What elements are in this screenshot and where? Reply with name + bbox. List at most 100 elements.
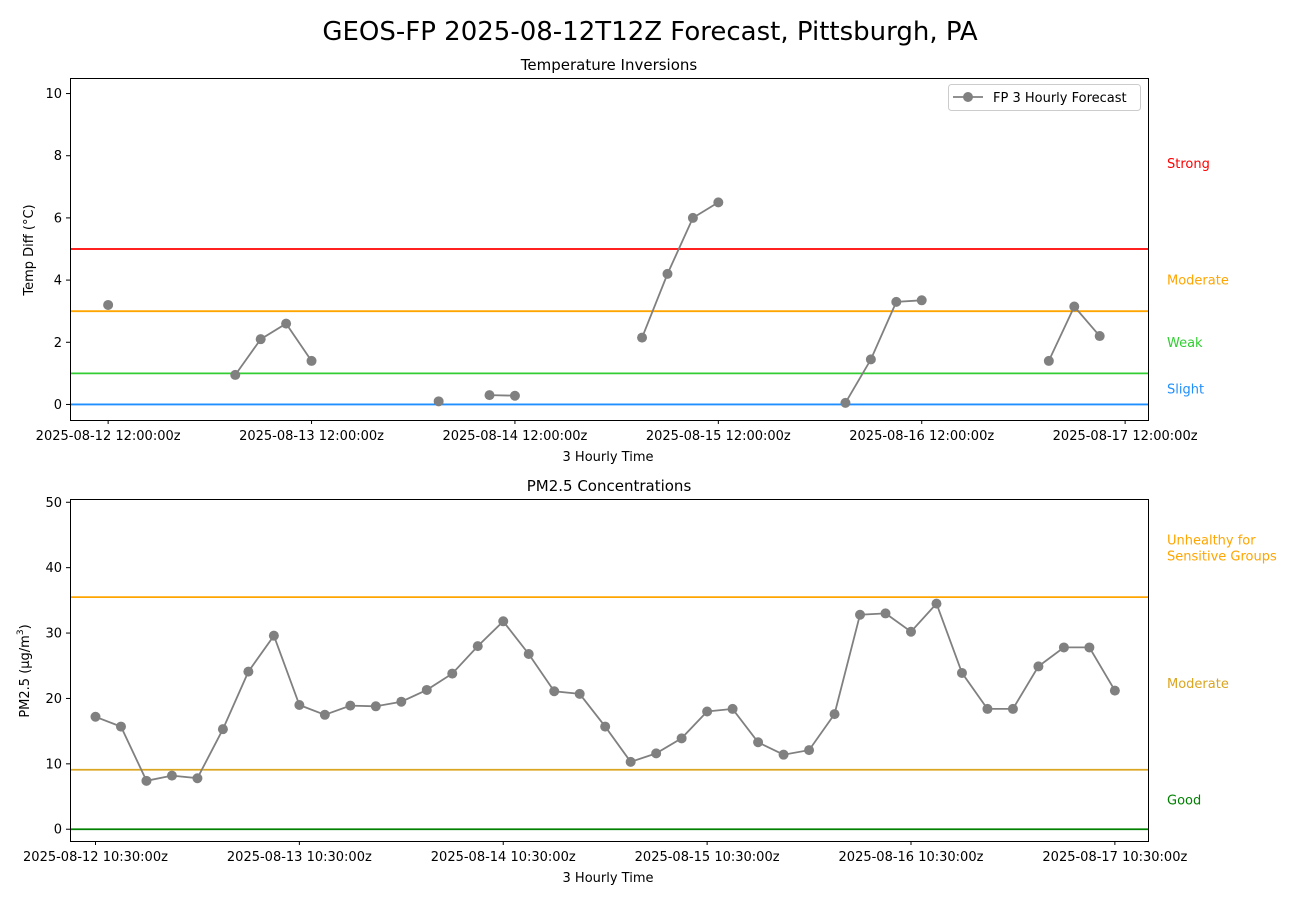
data-point bbox=[396, 696, 407, 707]
pm25-x-axis-label: 3 Hourly Time bbox=[563, 871, 654, 886]
pm25-y-axis-label: PM2.5 (μg/m3) bbox=[16, 624, 33, 717]
data-point bbox=[549, 686, 560, 697]
data-point bbox=[662, 268, 673, 279]
data-point bbox=[687, 212, 698, 223]
data-point bbox=[509, 390, 520, 401]
data-point bbox=[484, 390, 495, 401]
figure-title: GEOS-FP 2025-08-12T12Z Forecast, Pittsbu… bbox=[322, 17, 978, 47]
series-line bbox=[641, 201, 719, 338]
band-label: Weak bbox=[1167, 336, 1203, 351]
temperature-legend: FP 3 Hourly Forecast bbox=[948, 84, 1141, 111]
data-point bbox=[370, 701, 381, 712]
y-tick-label: 40 bbox=[45, 561, 62, 576]
series-line bbox=[234, 322, 313, 376]
data-point bbox=[1033, 661, 1044, 672]
y-tick-label: 8 bbox=[54, 149, 62, 164]
data-point bbox=[891, 296, 902, 307]
temperature-y-axis-label: Temp Diff (°C) bbox=[22, 204, 37, 296]
legend-marker-icon bbox=[963, 92, 973, 102]
x-tick-label: 2025-08-17 12:00:00z bbox=[1053, 429, 1198, 444]
band-label: Slight bbox=[1167, 382, 1204, 397]
data-point bbox=[115, 721, 126, 732]
data-point bbox=[103, 299, 114, 310]
x-tick-label: 2025-08-14 10:30:00z bbox=[431, 850, 576, 865]
data-point bbox=[192, 773, 203, 784]
data-point bbox=[1007, 703, 1018, 714]
series-line bbox=[1047, 304, 1101, 362]
y-tick-label: 50 bbox=[45, 496, 62, 511]
band-label: Moderate bbox=[1167, 274, 1229, 289]
x-tick-label: 2025-08-16 12:00:00z bbox=[849, 429, 994, 444]
y-tick-label: 10 bbox=[45, 757, 62, 772]
data-point bbox=[905, 626, 916, 637]
band-label-line: Sensitive Groups bbox=[1167, 550, 1277, 565]
y-tick-label: 0 bbox=[54, 823, 62, 838]
data-point bbox=[702, 706, 713, 717]
data-point bbox=[230, 369, 241, 380]
legend-box bbox=[948, 84, 1141, 111]
data-point bbox=[141, 775, 152, 786]
data-point bbox=[1109, 685, 1120, 696]
series-line bbox=[95, 601, 1116, 782]
x-tick-label: 2025-08-13 10:30:00z bbox=[227, 850, 372, 865]
data-point bbox=[166, 770, 177, 781]
band-label: Moderate bbox=[1167, 677, 1229, 692]
data-point bbox=[319, 709, 330, 720]
y-tick-label: 4 bbox=[54, 274, 62, 289]
temperature-axes-frame bbox=[70, 78, 1149, 421]
data-point bbox=[1069, 301, 1080, 312]
data-point bbox=[447, 668, 458, 679]
y-tick-label: 20 bbox=[45, 692, 62, 707]
data-point bbox=[255, 334, 266, 345]
data-point bbox=[574, 688, 585, 699]
x-tick-label: 2025-08-15 12:00:00z bbox=[646, 429, 791, 444]
data-point bbox=[778, 749, 789, 760]
data-point bbox=[90, 711, 101, 722]
data-point bbox=[217, 724, 228, 735]
x-tick-label: 2025-08-14 12:00:00z bbox=[442, 429, 587, 444]
data-point bbox=[433, 396, 444, 407]
x-tick-label: 2025-08-12 10:30:00z bbox=[23, 850, 168, 865]
data-point bbox=[1058, 642, 1069, 653]
data-point bbox=[804, 745, 815, 756]
data-point bbox=[472, 641, 483, 652]
pm25-plot-area: 0 10 20 30 40 50 2025-08-12 10:30:00z 2025-08-1… bbox=[23, 496, 1277, 865]
data-point bbox=[498, 616, 509, 627]
data-point bbox=[345, 700, 356, 711]
data-point bbox=[1084, 642, 1095, 653]
data-point bbox=[268, 630, 279, 641]
data-point bbox=[676, 733, 687, 744]
data-point bbox=[713, 197, 724, 208]
y-tick-label: 30 bbox=[45, 627, 62, 642]
y-tick-label: 10 bbox=[45, 87, 62, 102]
data-point bbox=[651, 748, 662, 759]
x-tick-label: 2025-08-15 10:30:00z bbox=[635, 850, 780, 865]
temperature-panel-title: Temperature Inversions bbox=[520, 56, 698, 74]
band-label: Unhealthy for Sensitive Groups bbox=[1167, 534, 1277, 565]
data-point bbox=[956, 667, 967, 678]
data-point bbox=[294, 699, 305, 710]
pm25-axes-frame bbox=[70, 499, 1149, 842]
data-point bbox=[281, 318, 292, 329]
data-point bbox=[840, 397, 851, 408]
data-point bbox=[600, 721, 611, 732]
data-point bbox=[637, 332, 648, 343]
data-point bbox=[916, 295, 927, 306]
y-tick-label: 2 bbox=[54, 336, 62, 351]
data-point bbox=[1043, 355, 1054, 366]
data-point bbox=[306, 355, 317, 366]
x-tick-label: 2025-08-17 10:30:00z bbox=[1042, 850, 1187, 865]
data-point bbox=[931, 598, 942, 609]
y-tick-label: 6 bbox=[54, 211, 62, 226]
band-label-line: Unhealthy for bbox=[1167, 534, 1256, 549]
temperature-inversion-panel: Temperature Inversions 0 2 4 6 8 10 2025-08-12… bbox=[22, 56, 1229, 465]
data-point bbox=[523, 648, 534, 659]
data-point bbox=[829, 709, 840, 720]
data-point bbox=[1094, 331, 1105, 342]
series-line bbox=[844, 299, 922, 404]
band-label: Good bbox=[1167, 793, 1201, 808]
temperature-x-axis-label: 3 Hourly Time bbox=[563, 450, 654, 465]
temperature-plot-area: 0 2 4 6 8 10 2025-08-12 12:00:00z 2025-08-13 12… bbox=[36, 87, 1229, 444]
x-tick-label: 2025-08-16 10:30:00z bbox=[839, 850, 984, 865]
